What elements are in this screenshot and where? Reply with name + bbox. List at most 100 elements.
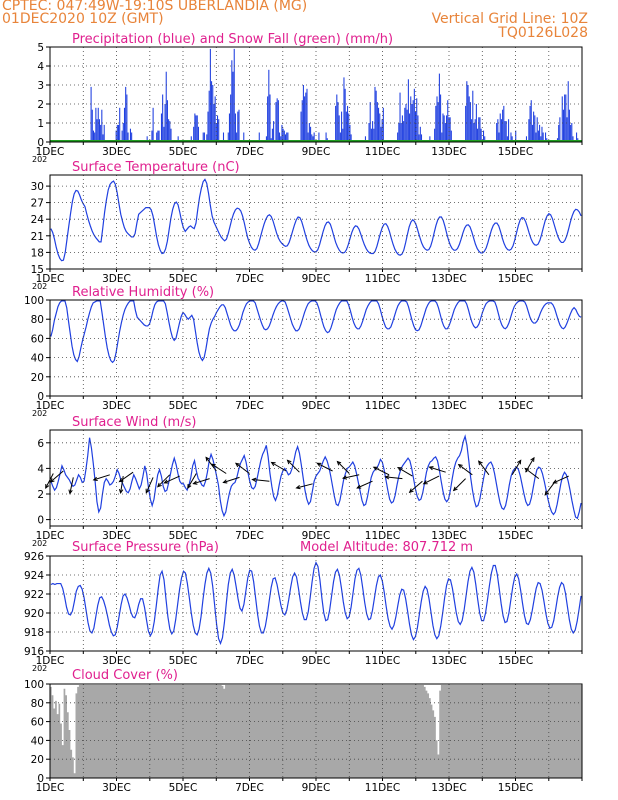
precip-bar [375,90,377,142]
precip-bar [213,104,215,142]
wind-arrow [296,483,313,489]
x-tick-label: 15DEC [498,530,533,542]
panel-3: 0 20 40 60 80 100 1DEC 3DEC 5DEC 7DEC 9DEC 11DEC 13D… [24,285,583,418]
precip-bar [95,107,97,142]
precip-bar [380,126,382,142]
x-tick-label: 13DEC [431,530,466,542]
precip-bar [102,134,104,142]
precip-bar [211,81,213,142]
precip-bar [166,100,168,142]
precip-bar [467,85,469,142]
model-header: TQ0126L028 [498,25,588,41]
precip-bar [190,136,192,142]
wind-arrow [385,476,403,480]
precip-bar [566,117,568,142]
wind-arrow-head [210,463,216,468]
precip-bar [305,92,307,142]
wind-arrow [50,470,64,483]
precip-bar [503,105,505,142]
precip-bar [214,96,216,142]
y-tick-label: 916 [24,646,44,658]
precip-bar [542,132,544,142]
precip-bar [446,115,448,142]
y-tick-label: 6 [37,438,44,450]
wind-arrow [544,480,556,496]
precip-bar [410,96,412,142]
precip-bar [122,123,124,142]
y-tick-label: 926 [24,551,44,563]
precip-bar [415,111,417,142]
precip-bar [435,105,437,142]
y-tick-label: 0 [37,515,44,527]
wind-arrow-head [384,475,390,480]
wind-arrow-head [286,459,292,465]
wind-arrow-head [270,461,276,467]
wind-arrow-head [552,479,558,484]
wind-arrow [187,473,197,489]
precip-bar [271,128,273,142]
x-tick-label: 9DEC [302,782,331,794]
precip-bar [238,109,240,142]
wind-arrow [252,479,270,482]
wind-arrow [211,463,227,474]
precip-bar [311,134,313,142]
grid-note-header: Vertical Grid Line: 10Z [431,11,588,27]
precip-bar [504,121,506,142]
y-tick-label: 100 [24,295,44,307]
y-tick-label: 920 [24,608,44,620]
precip-bar [169,121,171,142]
precip-bar [533,111,535,142]
precip-bar [403,121,405,142]
precip-bar [444,123,446,142]
precip-bar [196,115,198,142]
precip-bar [497,119,499,142]
precip-bar [341,111,343,142]
precip-bar [536,117,538,142]
precip-bar [471,119,473,142]
precip-bar [284,134,287,142]
precip-bar [500,119,502,142]
wind-arrow [373,466,390,476]
precip-bar [342,128,344,142]
precip-bar [529,105,531,142]
precip-bar [442,113,444,142]
panel-2: 15 18 21 24 27 30 1DEC 3DEC 5DEC 7DEC 9DEC 11DEC 13D… [31,160,583,291]
y-tick-label: 2 [37,99,44,111]
y-tick-label: 0 [37,391,44,403]
x-tick-label: 7DEC [235,530,264,542]
precip-bar [276,98,278,142]
wind-arrow-head [530,456,535,462]
precip-bar [468,96,470,142]
precip-bar [301,100,303,142]
panel-6: 0 20 40 60 80 100 1DEC 3DEC 5DEC 7DEC 9DEC 11DEC 13D… [24,668,583,794]
y-tick-label: 5 [37,42,44,54]
x-tick-label: 1DEC [36,782,65,794]
precip-bar [162,94,164,142]
precip-bar [126,94,128,142]
wind-arrow [423,475,440,485]
precip-bar [379,113,381,142]
x-tick-label: 11DEC [365,400,400,412]
precip-bar [338,115,340,142]
precip-bar [400,123,402,142]
precip-bar [449,117,451,142]
precip-bar [228,113,230,142]
precip-bar [369,102,371,142]
precip-bar [347,105,349,142]
precip-bar [349,124,351,142]
precip-bar [561,96,563,142]
precip-bar [151,130,153,142]
y-tick-label: 4 [37,61,44,73]
precip-bar [398,123,400,142]
x-tick-label: 15DEC [498,273,533,285]
precip-bar [505,121,507,142]
x-tick-label: 3DEC [102,655,131,667]
x-tick-label: 11DEC [365,782,400,794]
x-tick-label: 7DEC [235,273,264,285]
wind-arrow [478,460,490,476]
precip-bar [443,115,445,142]
precip-bar [465,105,467,142]
precip-bar [158,130,160,142]
